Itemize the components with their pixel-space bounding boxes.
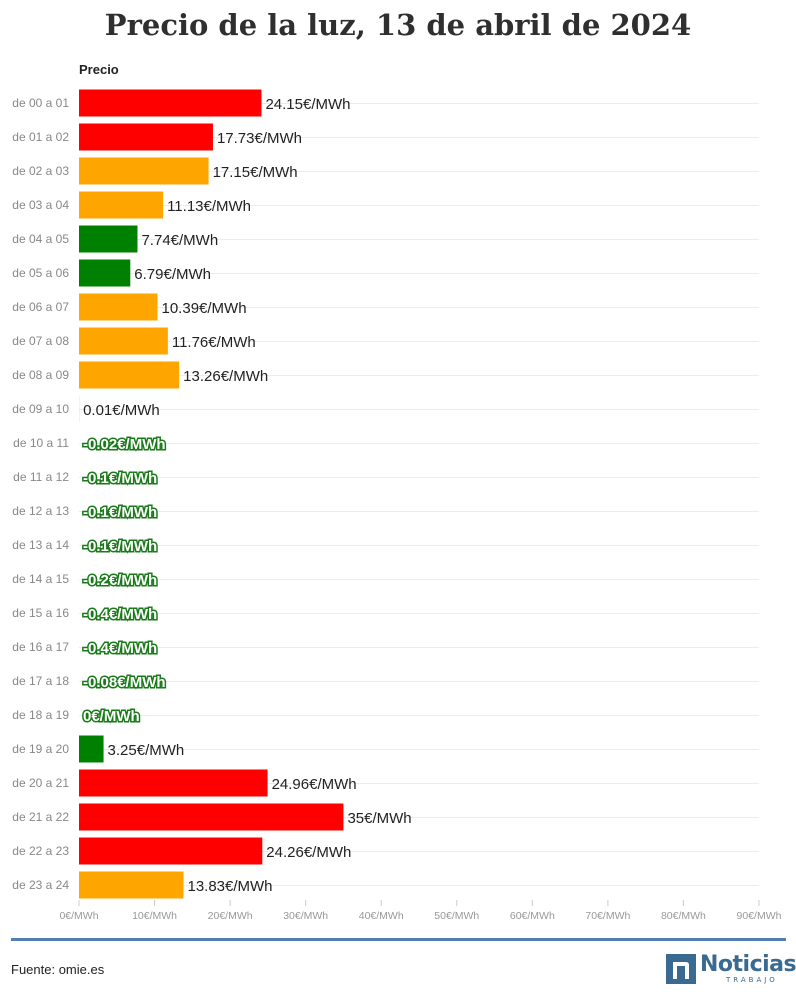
x-tick-label: 70€/MWh: [585, 910, 630, 922]
bar: [79, 157, 209, 185]
category-label: de 06 a 07: [12, 300, 69, 314]
bar: [79, 123, 213, 151]
category-label: de 12 a 13: [12, 504, 69, 518]
bar: [79, 837, 263, 865]
x-tick-label: 90€/MWh: [737, 910, 782, 922]
bar: [79, 871, 184, 899]
data-label: -0.1€/MWh: [83, 470, 157, 487]
category-label: de 17 a 18: [12, 674, 69, 688]
bar-chart: 0€/MWh 10€/MWh 20€/MWh 30€/MWh 40€/MWh 50€/MW…: [12, 89, 782, 922]
category-label: de 15 a 16: [12, 606, 69, 620]
brand-logo[interactable]: Noticias TRABAJO: [666, 952, 796, 986]
data-label: 11.76€/MWh: [172, 334, 256, 351]
data-label: 10.39€/MWh: [162, 300, 247, 317]
category-label: de 13 a 14: [12, 538, 69, 552]
bar: [79, 327, 168, 355]
data-label: -0.08€/MWh: [83, 674, 166, 691]
data-label: 7.74€/MWh: [141, 232, 218, 249]
data-label: 17.15€/MWh: [213, 164, 298, 181]
category-label: de 03 a 04: [12, 198, 69, 212]
data-label: -0.1€/MWh: [83, 504, 157, 521]
data-label: 13.83€/MWh: [187, 878, 272, 895]
data-label: -0.4€/MWh: [83, 606, 157, 623]
data-label: 6.79€/MWh: [134, 266, 211, 283]
category-label: de 00 a 01: [12, 96, 69, 110]
x-tick-label: 10€/MWh: [132, 910, 177, 922]
category-label: de 05 a 06: [12, 266, 69, 280]
bar: [79, 225, 138, 253]
x-tick-label: 30€/MWh: [283, 910, 328, 922]
data-label: 24.96€/MWh: [272, 776, 357, 793]
x-tick-label: 60€/MWh: [510, 910, 555, 922]
category-label: de 02 a 03: [12, 164, 69, 178]
x-tick-label: 0€/MWh: [59, 910, 98, 922]
data-label: -0.1€/MWh: [83, 538, 157, 555]
x-tick-label: 50€/MWh: [434, 910, 479, 922]
bar: [79, 803, 344, 831]
data-label: 24.26€/MWh: [266, 844, 351, 861]
bar: [79, 361, 180, 389]
data-label: 17.73€/MWh: [217, 130, 302, 147]
data-label: 0.01€/MWh: [83, 402, 160, 419]
category-label: de 18 a 19: [12, 708, 69, 722]
category-label: de 11 a 12: [13, 470, 69, 484]
category-label: de 20 a 21: [12, 776, 69, 790]
logo-wordmark: Noticias: [700, 952, 796, 977]
x-tick-label: 20€/MWh: [208, 910, 253, 922]
category-label: de 07 a 08: [12, 334, 69, 348]
data-label: 13.26€/MWh: [183, 368, 268, 385]
category-label: de 19 a 20: [12, 742, 69, 756]
bar: [79, 259, 131, 287]
category-label: de 23 a 24: [12, 878, 69, 892]
bar: [79, 191, 164, 219]
logo-subtitle: TRABAJO: [726, 976, 778, 984]
category-label: de 16 a 17: [12, 640, 69, 654]
bar: [79, 293, 158, 321]
category-label: de 09 a 10: [12, 402, 69, 416]
bar: [79, 769, 268, 797]
x-tick-label: 40€/MWh: [359, 910, 404, 922]
column-header: Precio: [79, 62, 119, 77]
data-label: -0.2€/MWh: [83, 572, 157, 589]
data-label: 11.13€/MWh: [167, 198, 251, 215]
category-label: de 04 a 05: [12, 232, 69, 246]
data-label: -0.02€/MWh: [83, 436, 166, 453]
category-label: de 10 a 11: [13, 436, 69, 450]
data-label: 24.15€/MWh: [265, 96, 350, 113]
source-note: Fuente: omie.es: [11, 962, 105, 977]
data-label: 3.25€/MWh: [108, 742, 185, 759]
data-label: 0€/MWh: [83, 708, 140, 725]
bar: [79, 89, 262, 117]
footer-rule: [11, 938, 786, 941]
bar: [79, 735, 104, 763]
category-label: de 21 a 22: [12, 810, 69, 824]
x-tick-label: 80€/MWh: [661, 910, 706, 922]
category-label: de 22 a 23: [12, 844, 69, 858]
n-logo-icon: [666, 954, 696, 984]
data-label: -0.4€/MWh: [83, 640, 157, 657]
category-label: de 01 a 02: [12, 130, 69, 144]
data-label: 35€/MWh: [347, 810, 411, 827]
category-label: de 14 a 15: [12, 572, 69, 586]
chart-title: Precio de la luz, 13 de abril de 2024: [104, 8, 692, 42]
category-label: de 08 a 09: [12, 368, 69, 382]
